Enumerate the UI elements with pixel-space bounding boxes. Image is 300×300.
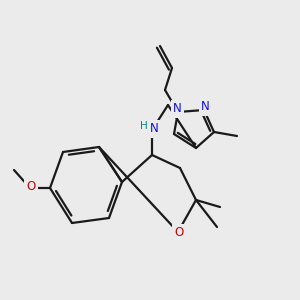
Text: N: N (201, 100, 209, 113)
Text: N: N (150, 122, 158, 136)
Text: H: H (140, 121, 148, 131)
Text: O: O (26, 181, 36, 194)
Text: N: N (172, 103, 182, 116)
Text: O: O (174, 226, 184, 239)
